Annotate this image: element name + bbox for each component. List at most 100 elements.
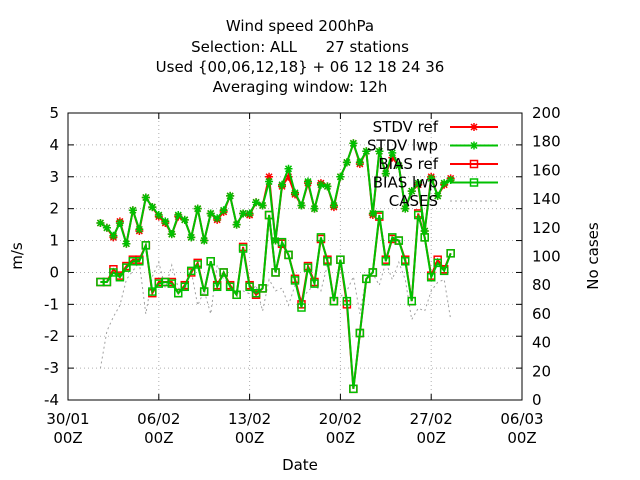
y-tick-label: 5 <box>49 104 59 122</box>
data-point <box>200 236 209 245</box>
data-point <box>290 276 300 285</box>
data-point <box>368 209 377 218</box>
data-point <box>414 179 423 188</box>
data-point <box>433 191 442 200</box>
data-point <box>180 215 189 224</box>
data-point <box>433 258 442 268</box>
data-point <box>199 287 209 296</box>
series-bias-lwp <box>96 210 455 394</box>
data-point <box>310 279 319 288</box>
data-point <box>271 268 280 277</box>
data-point <box>362 274 371 284</box>
data-point <box>96 219 105 228</box>
x-tick-label: 00Z <box>53 429 82 447</box>
legend-label: BIAS lwp <box>373 174 438 192</box>
data-point <box>323 182 332 191</box>
data-point <box>135 225 144 234</box>
y2-tick-label: 60 <box>532 305 551 323</box>
data-point <box>115 272 125 282</box>
data-point <box>174 288 183 298</box>
data-point <box>381 257 391 266</box>
data-point <box>291 188 299 197</box>
plot-area <box>96 139 455 394</box>
plot-border <box>67 112 523 401</box>
data-point <box>349 139 358 148</box>
data-point <box>193 204 202 213</box>
legend-label: CASES <box>389 192 438 210</box>
legend-marker <box>470 141 478 150</box>
data-point <box>420 226 429 235</box>
x-tick-label: 06/03 <box>500 410 543 428</box>
data-point <box>284 164 293 173</box>
y-axis-label: m/s <box>8 242 26 270</box>
series-line <box>100 214 452 389</box>
data-point <box>388 148 397 157</box>
x-tick-label: 06/02 <box>137 410 180 428</box>
data-point <box>394 236 404 245</box>
x-axis-label: Date <box>282 456 318 474</box>
data-point <box>355 158 364 167</box>
x-tick-label: 00Z <box>417 429 446 447</box>
data-point <box>278 180 287 189</box>
data-point <box>265 172 274 181</box>
data-point <box>323 257 332 266</box>
data-point <box>122 239 131 248</box>
title-line-2: Selection: ALL 27 stations <box>191 38 409 56</box>
y2-tick-label: 20 <box>532 362 551 380</box>
series-cases <box>99 260 452 369</box>
y2-tick-label: 0 <box>532 391 542 409</box>
data-point <box>219 206 228 215</box>
y-tick-label: -2 <box>44 327 59 345</box>
y2-tick-label: 80 <box>532 276 551 294</box>
y-tick-label: 3 <box>49 168 59 186</box>
data-point <box>245 282 254 292</box>
data-point <box>427 174 436 183</box>
chart-title: Wind speed 200hPa Selection: ALL 27 stat… <box>156 17 445 96</box>
data-point <box>420 233 429 242</box>
title-line-3: Used {00,06,12,18} + 06 12 18 24 36 <box>156 58 445 76</box>
data-point <box>388 153 397 162</box>
y2-tick-label: 40 <box>532 334 551 352</box>
data-point <box>245 209 254 218</box>
data-point <box>206 257 215 266</box>
x-tick-label: 00Z <box>507 429 536 447</box>
data-point <box>277 237 287 247</box>
data-point <box>362 147 371 156</box>
data-point <box>252 198 261 207</box>
data-point <box>342 158 351 167</box>
y-tick-label: 4 <box>49 136 59 154</box>
data-point <box>226 191 235 200</box>
y-tick-label: 0 <box>49 263 59 281</box>
data-point <box>180 282 189 292</box>
y2-tick-label: 200 <box>532 104 561 122</box>
data-point <box>329 296 339 306</box>
data-point <box>135 257 144 266</box>
legend-label: BIAS ref <box>378 155 438 173</box>
data-point <box>225 282 235 292</box>
data-point <box>297 201 306 210</box>
legend-marker <box>470 123 478 131</box>
data-point <box>446 175 455 184</box>
data-point <box>232 220 241 229</box>
data-point <box>154 211 163 220</box>
data-point <box>329 201 338 210</box>
data-point <box>148 203 157 212</box>
y2-tick-label: 100 <box>532 248 561 266</box>
data-point <box>239 209 248 218</box>
data-point <box>219 268 228 277</box>
data-point <box>115 219 124 228</box>
y-tick-label: 1 <box>49 232 59 250</box>
data-point <box>167 279 177 288</box>
data-point <box>349 384 358 394</box>
data-point <box>394 161 403 170</box>
data-point <box>284 250 293 260</box>
data-point <box>407 296 416 306</box>
data-point <box>303 263 313 272</box>
data-point <box>439 266 449 276</box>
y-tick-label: -4 <box>44 391 59 409</box>
data-point <box>265 177 274 186</box>
data-point <box>316 233 326 242</box>
title-line-4: Averaging window: 12h <box>213 78 388 96</box>
data-point <box>109 268 118 277</box>
